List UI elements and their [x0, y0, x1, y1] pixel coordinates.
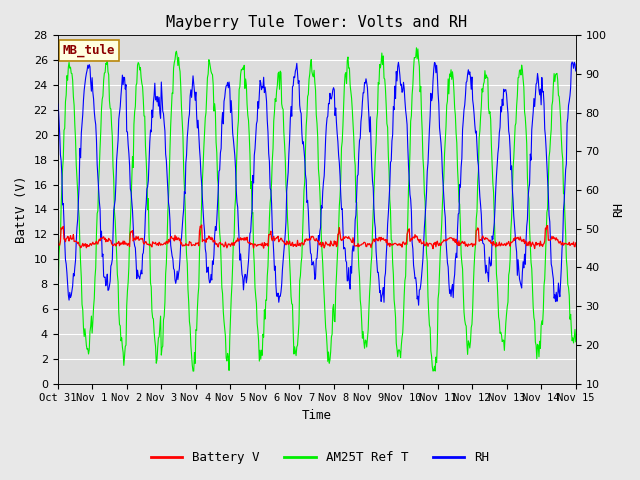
Legend: Battery V, AM25T Ref T, RH: Battery V, AM25T Ref T, RH — [146, 446, 494, 469]
Text: MB_tule: MB_tule — [63, 44, 115, 57]
Title: Mayberry Tule Tower: Volts and RH: Mayberry Tule Tower: Volts and RH — [166, 15, 467, 30]
X-axis label: Time: Time — [301, 409, 332, 422]
Y-axis label: RH: RH — [612, 202, 625, 217]
Y-axis label: BattV (V): BattV (V) — [15, 176, 28, 243]
